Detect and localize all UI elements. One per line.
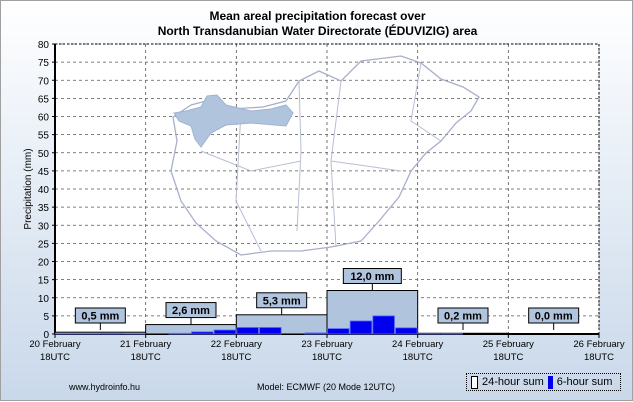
- x-tick-label: 24 February: [392, 339, 443, 350]
- bar-6h: [260, 327, 282, 334]
- data-label: 5,3 mm: [263, 295, 301, 307]
- x-tick-label: 18UTC: [221, 352, 251, 363]
- x-tick-label: 22 February: [211, 339, 262, 350]
- x-tick-label: 18UTC: [40, 352, 70, 363]
- x-tick-label: 25 February: [483, 339, 534, 350]
- y-tick-label: 45: [38, 167, 50, 178]
- y-tick-label: 40: [38, 185, 50, 196]
- x-tick-label: 18UTC: [493, 352, 523, 363]
- y-tick-label: 20: [38, 258, 50, 269]
- data-label: 2,6 mm: [172, 305, 210, 317]
- y-tick-label: 65: [38, 94, 50, 105]
- x-tick-label: 26 February: [573, 339, 624, 350]
- bar-6h: [169, 333, 191, 334]
- data-label: 0,2 mm: [444, 311, 482, 323]
- data-label: 0,0 mm: [535, 311, 573, 323]
- y-tick-label: 25: [38, 239, 50, 250]
- x-tick-label: 20 February: [29, 339, 80, 350]
- y-tick-label: 60: [38, 113, 50, 124]
- x-tick-label: 21 February: [120, 339, 171, 350]
- bar-6h: [350, 321, 372, 334]
- y-tick-label: 70: [38, 76, 50, 87]
- y-tick-label: 5: [43, 312, 49, 323]
- bar-6h: [192, 332, 214, 334]
- x-tick-label: 18UTC: [312, 352, 342, 363]
- x-tick-label: 18UTC: [131, 352, 161, 363]
- x-tick-label: 18UTC: [584, 352, 614, 363]
- bar-6h: [305, 333, 327, 334]
- y-tick-label: 15: [38, 276, 50, 287]
- y-axis-label: Precipitation (mm): [23, 148, 34, 229]
- x-tick-label: 18UTC: [403, 352, 433, 363]
- data-label: 0,5 mm: [81, 311, 119, 323]
- legend-label-6h: 6-hour sum: [557, 376, 613, 388]
- legend-swatch-24h: [471, 376, 478, 389]
- bar-6h: [373, 316, 395, 334]
- y-tick-label: 35: [38, 203, 50, 214]
- bar-6h: [396, 328, 418, 334]
- data-label: 12,0 mm: [350, 271, 394, 283]
- bar-6h: [328, 329, 350, 334]
- bar-6h: [101, 333, 123, 334]
- y-tick-label: 80: [38, 40, 50, 51]
- y-tick-label: 10: [38, 294, 50, 305]
- y-tick-label: 30: [38, 221, 50, 232]
- legend-label-24h: 24-hour sum: [482, 376, 544, 388]
- bar-6h: [237, 327, 259, 334]
- footer-site: www.hydroinfo.hu: [69, 382, 140, 392]
- footer-model: Model: ECMWF (20 Mode 12UTC): [257, 382, 395, 392]
- y-tick-label: 50: [38, 149, 50, 160]
- legend-swatch-6h: [548, 376, 553, 389]
- legend: 24-hour sum 6-hour sum: [466, 373, 621, 391]
- y-tick-label: 75: [38, 58, 50, 69]
- x-tick-label: 23 February: [301, 339, 352, 350]
- y-tick-label: 55: [38, 131, 50, 142]
- bar-6h: [214, 330, 236, 334]
